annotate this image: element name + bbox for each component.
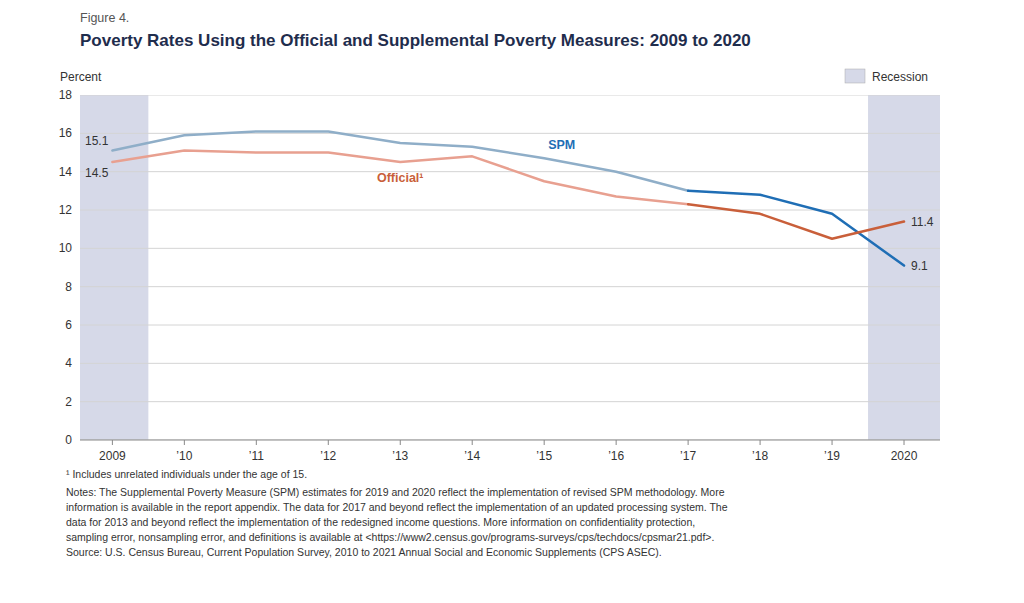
x-tick-label: ’10 (176, 449, 192, 463)
x-tick-label: ’16 (608, 449, 624, 463)
y-tick-label: 16 (59, 126, 73, 140)
series-line (688, 204, 904, 239)
x-tick (112, 440, 113, 445)
x-tick (328, 440, 329, 445)
band (868, 95, 940, 440)
grid-line (80, 363, 940, 364)
band (80, 95, 148, 440)
x-tick-label: 2020 (891, 449, 918, 463)
x-tick (688, 440, 689, 445)
series-line (688, 191, 904, 266)
x-tick-label: ’15 (536, 449, 552, 463)
note-line: information is available in the report a… (66, 501, 728, 513)
y-tick-label: 2 (65, 395, 72, 409)
x-tick-label: ’14 (464, 449, 480, 463)
x-tick (184, 440, 185, 445)
x-tick-label: ’13 (392, 449, 408, 463)
grid-line (80, 401, 940, 402)
y-tick-label: 6 (65, 318, 72, 332)
grid-line (80, 440, 940, 441)
data-label: 15.1 (85, 134, 109, 148)
x-tick-label: ’18 (752, 449, 768, 463)
note-line: Notes: The Supplemental Poverty Measure … (66, 486, 725, 498)
series-line (112, 151, 688, 205)
x-tick-label: ’11 (249, 449, 264, 463)
grid-line (80, 171, 940, 172)
subtitle: Figure 4. (80, 11, 129, 25)
x-tick-label: ’12 (320, 449, 336, 463)
y-tick-label: 18 (59, 88, 73, 102)
legend-swatch (845, 69, 865, 83)
x-tick (544, 440, 545, 445)
y-tick-label: 0 (65, 433, 72, 447)
series-name: SPM (548, 138, 575, 152)
y-tick-label: 4 (65, 356, 72, 370)
x-tick-label: ’19 (824, 449, 840, 463)
x-tick (760, 440, 761, 445)
note: Notes: The Supplemental Poverty Measure … (66, 486, 728, 558)
data-label: 9.1 (911, 259, 928, 273)
note-line: ¹ Includes unrelated individuals under t… (66, 468, 307, 480)
grid (80, 95, 940, 440)
y-tick-label: 14 (59, 165, 73, 179)
grid-line (80, 325, 940, 326)
x-tick (832, 440, 833, 445)
x-tick (472, 440, 473, 445)
data-label: 14.5 (85, 166, 109, 180)
y-axis-label: Percent (60, 70, 102, 84)
y-tick-label: 8 (65, 280, 72, 294)
y-tick-label: 10 (59, 241, 73, 255)
chart: Figure 4. Poverty Rates Using the Officia… (0, 0, 1024, 603)
note-line: Source: U.S. Census Bureau, Current Popu… (66, 546, 662, 558)
plot-area (80, 95, 940, 440)
title: Poverty Rates Using the Official and Sup… (80, 31, 751, 50)
legend: Recession (845, 69, 928, 84)
x-tick (256, 440, 257, 445)
note: ¹ Includes unrelated individuals under t… (66, 468, 307, 480)
grid-line (80, 95, 940, 96)
y-tick-label: 12 (59, 203, 73, 217)
data-label: 11.4 (911, 215, 934, 229)
x-tick-label: ’17 (680, 449, 696, 463)
note-line: sampling error, nonsampling error, and d… (66, 531, 714, 543)
note-line: data for 2013 and beyond reflect the imp… (66, 516, 695, 528)
series-name: Official¹ (377, 171, 424, 185)
x-tick (904, 440, 905, 445)
x-tick (616, 440, 617, 445)
grid-line (80, 210, 940, 211)
x-tick (400, 440, 401, 445)
x-tick-label: 2009 (99, 449, 126, 463)
grid-line (80, 248, 940, 249)
legend-label: Recession (872, 70, 928, 84)
x-axis-line (80, 440, 940, 441)
grid-line (80, 286, 940, 287)
